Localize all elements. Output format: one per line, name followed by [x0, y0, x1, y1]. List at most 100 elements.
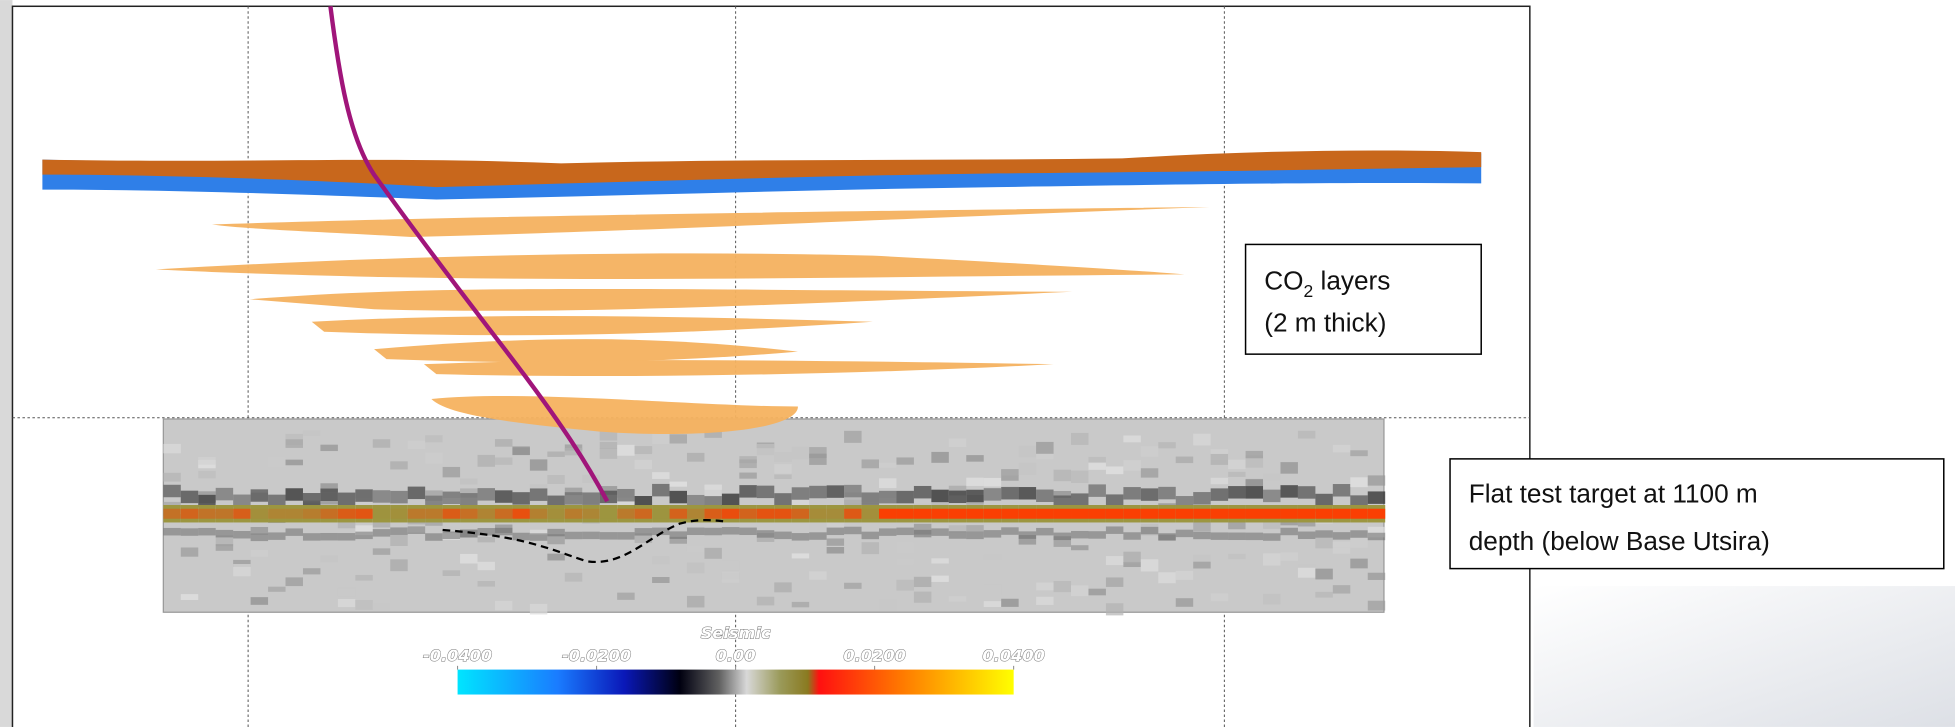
- seismic-texture: [390, 491, 407, 503]
- seismic-texture: [181, 547, 198, 556]
- seismic-texture: [390, 461, 407, 469]
- seismic-texture: [1123, 435, 1140, 442]
- seismic-texture: [216, 530, 233, 537]
- seismic-texture: [670, 531, 687, 538]
- seismic-texture: [1141, 468, 1158, 477]
- seismic-texture: [1019, 463, 1036, 475]
- seismic-texture: [1088, 509, 1105, 519]
- seismic-texture: [931, 528, 948, 535]
- seismic-texture: [1001, 469, 1018, 475]
- seismic-texture: [1211, 488, 1228, 500]
- seismic-texture: [1350, 477, 1367, 487]
- seismic-texture: [373, 439, 390, 447]
- colorbar: [458, 670, 1014, 695]
- seismic-texture: [1036, 597, 1053, 605]
- seismic-texture: [355, 509, 372, 519]
- seismic-texture: [1088, 484, 1105, 496]
- seismic-texture: [757, 530, 774, 537]
- seismic-texture: [896, 542, 913, 553]
- seismic-texture: [425, 435, 442, 442]
- seismic-texture: [757, 486, 774, 498]
- seismic-texture: [1071, 545, 1088, 550]
- seismic-texture: [652, 432, 669, 443]
- seismic-texture: [1141, 446, 1158, 457]
- seismic-texture: [774, 464, 791, 474]
- seismic-texture: [390, 509, 407, 519]
- seismic-texture: [1193, 555, 1210, 562]
- seismic-texture: [774, 452, 791, 462]
- seismic-texture: [478, 455, 495, 467]
- seismic-texture: [1298, 532, 1315, 539]
- seismic-texture: [1088, 463, 1105, 470]
- seismic-texture: [251, 509, 268, 519]
- seismic-texture: [1315, 494, 1332, 506]
- seismic-texture: [949, 596, 966, 602]
- seismic-texture: [809, 524, 826, 530]
- seismic-texture: [809, 454, 826, 465]
- seismic-texture: [530, 533, 547, 540]
- seismic-texture: [163, 509, 180, 519]
- seismic-texture: [1280, 462, 1297, 474]
- seismic-texture: [1106, 494, 1123, 506]
- seismic-texture: [1246, 451, 1263, 458]
- seismic-texture: [268, 457, 285, 467]
- seismic-texture: [198, 509, 215, 519]
- seismic-texture: [896, 457, 913, 464]
- seismic-texture: [1071, 585, 1088, 596]
- seismic-texture: [1350, 538, 1367, 548]
- seismic-texture: [1019, 446, 1036, 457]
- seismic-texture: [774, 582, 791, 592]
- seismic-texture: [355, 575, 372, 581]
- seismic-texture: [286, 488, 303, 500]
- seismic-texture: [722, 509, 739, 519]
- seismic-texture: [1263, 553, 1280, 565]
- seismic-texture: [1298, 509, 1315, 519]
- seismic-texture: [1193, 532, 1210, 539]
- seismic-texture: [792, 553, 809, 558]
- seismic-texture: [652, 556, 669, 564]
- seismic-texture: [216, 509, 233, 519]
- seismic-texture: [617, 445, 634, 456]
- seismic-texture: [181, 509, 198, 519]
- seismic-texture: [1315, 592, 1332, 598]
- seismic-texture: [1315, 569, 1332, 580]
- seismic-texture: [373, 548, 390, 554]
- seismic-texture: [635, 460, 652, 469]
- seismic-texture: [1263, 474, 1280, 481]
- seismic-texture: [547, 529, 564, 536]
- seismic-texture: [931, 558, 948, 563]
- seismic-texture: [1211, 593, 1228, 601]
- seismic-texture: [600, 509, 617, 519]
- seismic-texture: [1036, 582, 1053, 590]
- colorbar-tick-label: 0.0200: [843, 646, 905, 665]
- seismic-texture: [704, 548, 721, 559]
- seismic-texture: [286, 577, 303, 586]
- seismic-texture: [1280, 509, 1297, 519]
- seismic-texture: [1368, 475, 1385, 485]
- seismic-texture: [1333, 484, 1350, 496]
- seismic-texture: [1298, 486, 1315, 498]
- seismic-texture: [844, 527, 861, 534]
- seismic-texture: [914, 592, 931, 603]
- seismic-texture: [1036, 528, 1053, 535]
- seismic-texture: [1071, 493, 1088, 505]
- seismic-texture: [722, 561, 739, 570]
- seismic-texture: [862, 532, 879, 539]
- seismic-texture: [1263, 490, 1280, 502]
- page: Seismic -0.0400-0.02000.000.02000.0400 C…: [0, 0, 1955, 727]
- seismic-texture: [251, 534, 268, 541]
- seismic-texture: [1368, 533, 1385, 540]
- seismic-texture: [1141, 509, 1158, 519]
- seismic-texture: [460, 493, 477, 505]
- annotation-text: (2 m thick): [1264, 308, 1386, 338]
- seismic-texture: [1123, 509, 1140, 519]
- seismic-texture: [809, 509, 826, 519]
- seismic-texture: [1001, 599, 1018, 607]
- seismic-texture: [268, 509, 285, 519]
- seismic-texture: [1123, 552, 1140, 564]
- colorbar-title: Seismic: [701, 623, 771, 642]
- seismic-texture: [1315, 509, 1332, 519]
- seismic-texture: [198, 457, 215, 465]
- seismic-texture: [478, 509, 495, 519]
- seismic-texture: [478, 562, 495, 570]
